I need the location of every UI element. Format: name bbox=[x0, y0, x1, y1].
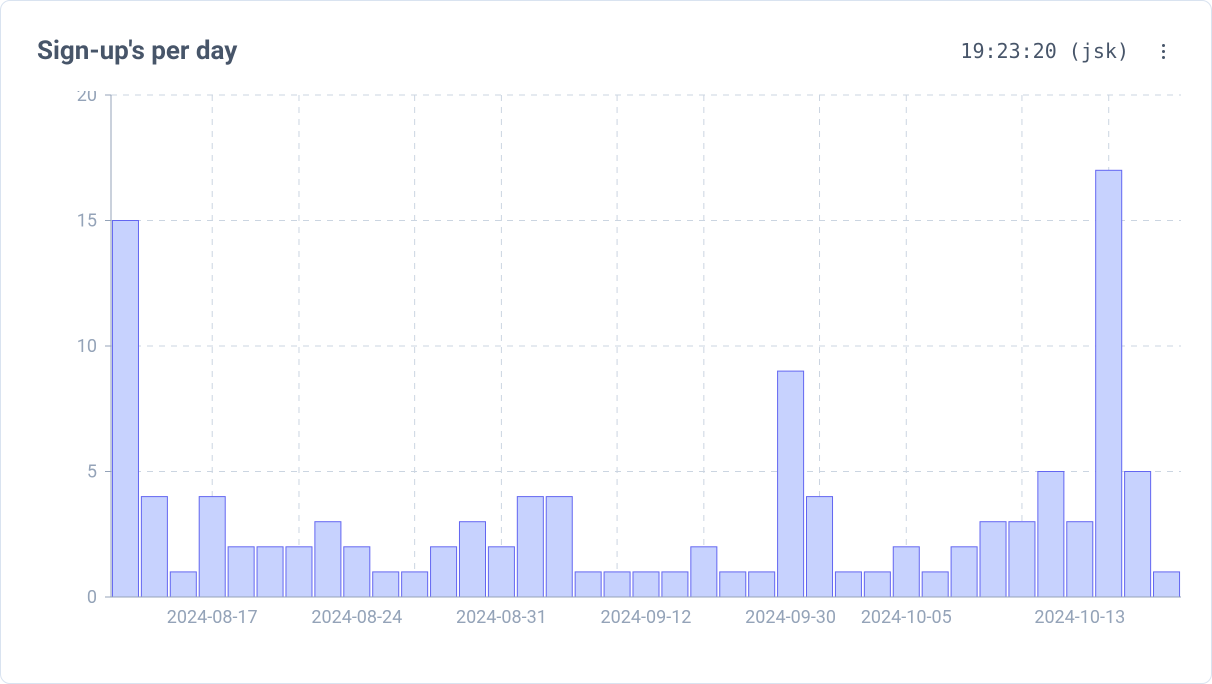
bar[interactable] bbox=[112, 221, 138, 598]
bar-chart: 0 5 10 15 20 2024-08-17 2024-08-24 2024-08-31 20… bbox=[37, 91, 1185, 633]
chart-timestamp: 19:23:20 (jsk) bbox=[960, 39, 1129, 63]
bar[interactable] bbox=[199, 497, 225, 597]
bar[interactable] bbox=[402, 572, 428, 597]
more-options-icon[interactable] bbox=[1151, 39, 1175, 63]
card-header: Sign-up's per day 19:23:20 (jsk) bbox=[1, 1, 1211, 73]
bar[interactable] bbox=[286, 547, 312, 597]
svg-text:5: 5 bbox=[87, 462, 97, 483]
bar[interactable] bbox=[1009, 522, 1035, 597]
bar[interactable] bbox=[257, 547, 283, 597]
bar[interactable] bbox=[720, 572, 746, 597]
bar[interactable] bbox=[517, 497, 543, 597]
bar[interactable] bbox=[893, 547, 919, 597]
bar[interactable] bbox=[373, 572, 399, 597]
chart-title: Sign-up's per day bbox=[37, 36, 960, 66]
bar[interactable] bbox=[141, 497, 167, 597]
bar[interactable] bbox=[170, 572, 196, 597]
svg-text:15: 15 bbox=[77, 211, 97, 232]
bar[interactable] bbox=[864, 572, 890, 597]
bar[interactable] bbox=[575, 572, 601, 597]
bar[interactable] bbox=[228, 547, 254, 597]
bar[interactable] bbox=[662, 572, 688, 597]
svg-text:2024-08-24: 2024-08-24 bbox=[311, 607, 402, 628]
bar[interactable] bbox=[749, 572, 775, 597]
bar[interactable] bbox=[546, 497, 572, 597]
bar[interactable] bbox=[1067, 522, 1093, 597]
bar[interactable] bbox=[633, 572, 659, 597]
chart-area: 0 5 10 15 20 2024-08-17 2024-08-24 2024-08-31 20… bbox=[37, 91, 1185, 633]
svg-text:2024-10-05: 2024-10-05 bbox=[861, 607, 952, 628]
svg-text:2024-08-31: 2024-08-31 bbox=[456, 607, 547, 628]
bar[interactable] bbox=[344, 547, 370, 597]
bar[interactable] bbox=[691, 547, 717, 597]
bar[interactable] bbox=[1125, 472, 1151, 598]
svg-text:20: 20 bbox=[77, 91, 97, 106]
svg-text:2024-09-30: 2024-09-30 bbox=[745, 607, 836, 628]
bar[interactable] bbox=[431, 547, 457, 597]
bar[interactable] bbox=[922, 572, 948, 597]
bar[interactable] bbox=[459, 522, 485, 597]
bar[interactable] bbox=[1154, 572, 1180, 597]
bar[interactable] bbox=[488, 547, 514, 597]
bar[interactable] bbox=[835, 572, 861, 597]
bar[interactable] bbox=[807, 497, 833, 597]
chart-card: Sign-up's per day 19:23:20 (jsk) 0 5 10 15 2… bbox=[0, 0, 1212, 684]
svg-text:2024-10-13: 2024-10-13 bbox=[1034, 607, 1125, 628]
bar[interactable] bbox=[315, 522, 341, 597]
bar[interactable] bbox=[604, 572, 630, 597]
bar[interactable] bbox=[951, 547, 977, 597]
svg-text:0: 0 bbox=[87, 587, 97, 608]
svg-text:10: 10 bbox=[77, 336, 97, 357]
bar[interactable] bbox=[1096, 170, 1122, 597]
svg-text:2024-09-12: 2024-09-12 bbox=[601, 607, 692, 628]
bar[interactable] bbox=[980, 522, 1006, 597]
bar[interactable] bbox=[1038, 472, 1064, 598]
svg-text:2024-08-17: 2024-08-17 bbox=[167, 607, 258, 628]
bar[interactable] bbox=[778, 371, 804, 597]
